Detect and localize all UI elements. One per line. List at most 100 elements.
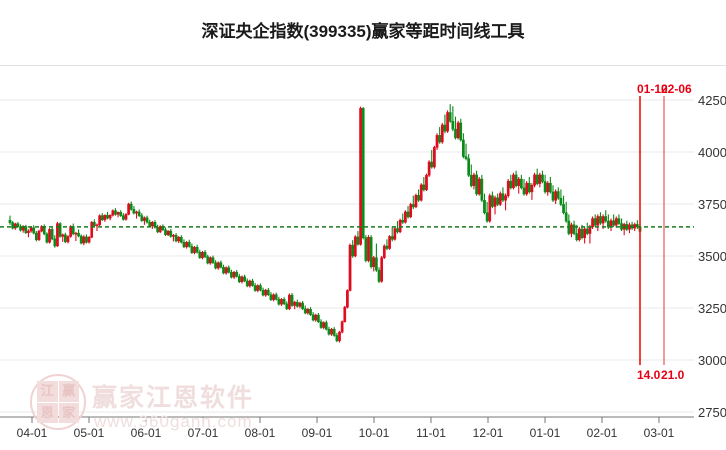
candle-body	[24, 226, 28, 233]
x-axis-tick-label: 01-01	[530, 426, 561, 440]
candle-body	[393, 228, 397, 240]
annotations[interactable]: 01-12 14.0 02-06 21.0	[0, 82, 694, 382]
candle-body	[348, 244, 352, 291]
y-axis-tick-label: 3750	[698, 197, 726, 212]
candle-body	[211, 257, 215, 263]
candle-body	[435, 135, 439, 148]
candle-body	[585, 228, 589, 234]
candle-body	[40, 226, 43, 232]
candle-body	[559, 197, 563, 205]
candle-body	[251, 280, 254, 286]
candle-body	[150, 222, 154, 227]
x-axis-tick-label: 02-01	[587, 426, 618, 440]
candle-body	[359, 108, 362, 245]
x-axis-tick-label: 08-01	[245, 426, 276, 440]
candle-body	[93, 222, 96, 226]
candle-body	[327, 328, 331, 335]
candle-body	[546, 182, 550, 193]
y-axis-tick-label: 3250	[698, 301, 726, 316]
candle-body	[137, 211, 141, 216]
candle-body	[556, 191, 560, 199]
candle-body	[227, 267, 231, 273]
candle-body	[607, 220, 610, 228]
candle-body	[361, 108, 365, 238]
candle-body	[135, 211, 138, 214]
candle-body	[103, 214, 107, 221]
x-axis: 04-01 05-01 06-01 07-01 08-01 09-01 10-01 11-01…	[0, 416, 694, 440]
candle-body	[575, 233, 579, 241]
candle-body	[612, 220, 615, 226]
candle-body	[496, 197, 500, 205]
candle-body	[583, 228, 586, 238]
candle-body	[232, 271, 236, 278]
candle-body	[620, 223, 623, 230]
candle-body	[517, 178, 521, 186]
candle-body	[477, 178, 481, 195]
candlestick-chart[interactable]: 4250 4000 3750 3500 3250 3000 2750 01-12 14.0 02-…	[0, 66, 726, 450]
candle-body	[288, 294, 291, 310]
candle-body	[13, 223, 17, 229]
candle-body	[216, 262, 220, 269]
x-axis-tick-label: 12-01	[473, 426, 504, 440]
y-axis-tick-label: 4250	[698, 93, 726, 108]
candle-body	[475, 174, 478, 195]
candle-body	[340, 321, 344, 333]
candle-body	[414, 195, 418, 208]
candle-body	[219, 262, 223, 268]
candle-body	[456, 122, 460, 139]
candle-body	[369, 237, 373, 268]
candle-body	[314, 314, 318, 321]
candle-body	[256, 285, 260, 291]
x-axis-tick-label: 11-01	[416, 426, 446, 440]
candle-body	[240, 276, 244, 283]
candle-series[interactable]	[8, 104, 642, 343]
candle-body	[343, 306, 347, 322]
y-axis-tick-label: 4000	[698, 145, 726, 160]
candle-body	[346, 290, 349, 308]
candle-body	[382, 245, 386, 258]
candle-body	[578, 228, 581, 241]
candle-body	[372, 257, 376, 268]
candle-body	[95, 224, 99, 227]
candle-body	[172, 234, 175, 237]
candle-body	[48, 229, 51, 243]
candle-body	[451, 120, 455, 130]
candle-body	[124, 214, 128, 220]
candle-body	[501, 193, 505, 201]
candle-body	[253, 285, 257, 291]
candle-body	[364, 237, 368, 261]
candle-body	[106, 214, 109, 219]
candle-body	[42, 226, 46, 235]
candle-body	[156, 227, 159, 233]
y-axis-tick-label: 3000	[698, 353, 726, 368]
candle-body	[324, 322, 328, 330]
candle-body	[388, 236, 391, 249]
candle-body	[427, 161, 431, 176]
candle-body	[522, 187, 526, 195]
candle-body	[179, 237, 183, 243]
candle-body	[77, 232, 80, 237]
candle-body	[45, 233, 49, 243]
time-marker-top-label: 01-12	[637, 82, 668, 96]
candle-body	[145, 217, 149, 223]
candle-body	[306, 308, 310, 314]
candle-body	[32, 227, 36, 234]
candle-body	[406, 211, 410, 218]
candle-body	[527, 182, 531, 193]
candle-body	[551, 191, 555, 201]
candle-body	[599, 216, 602, 224]
page-title: 深证央企指数(399335)赢家等距时间线工具	[201, 22, 525, 41]
candle-body	[353, 236, 357, 257]
candle-body	[467, 158, 471, 176]
candle-body	[530, 185, 534, 193]
candle-body	[293, 301, 297, 306]
candle-body	[591, 218, 594, 228]
candle-body	[164, 229, 167, 236]
x-axis-tick-label: 07-01	[188, 426, 219, 440]
candle-body	[121, 215, 125, 220]
candle-body	[377, 269, 381, 282]
candle-body	[119, 212, 123, 216]
chart-plot-area[interactable]: 4250 4000 3750 3500 3250 3000 2750 01-12 14.0 02-…	[0, 66, 726, 450]
candle-body	[356, 236, 360, 245]
